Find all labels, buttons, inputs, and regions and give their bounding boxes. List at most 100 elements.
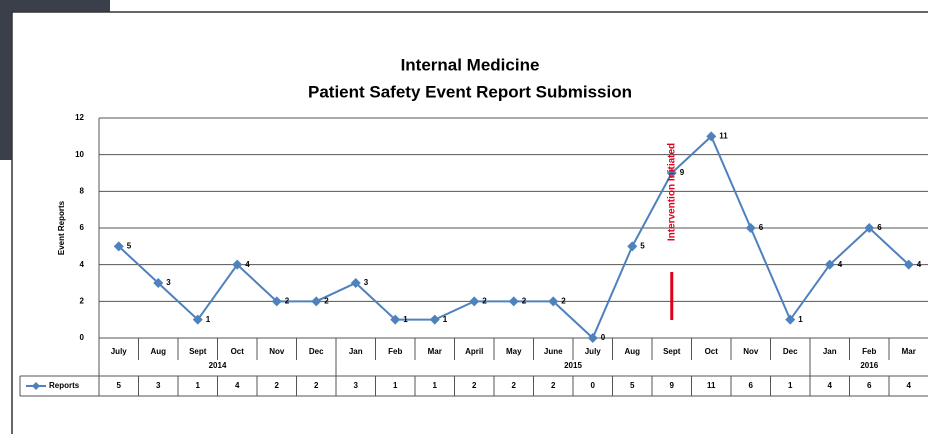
- group-label: 2015: [564, 361, 582, 370]
- x-tick-label: Sept: [663, 347, 681, 356]
- table-value: 1: [433, 381, 438, 390]
- data-label: 4: [838, 260, 843, 269]
- marker: [745, 223, 756, 233]
- x-tick-label: Nov: [743, 347, 759, 356]
- table-value: 3: [156, 381, 161, 390]
- marker: [153, 278, 164, 288]
- table-value: 1: [393, 381, 398, 390]
- table-value: 2: [472, 381, 477, 390]
- x-tick-label: Sept: [189, 347, 207, 356]
- marker: [271, 296, 282, 307]
- x-tick-label: July: [585, 347, 602, 356]
- panel: [11, 11, 928, 434]
- marker: [903, 259, 914, 270]
- table-value: 11: [707, 381, 716, 390]
- table-value: 5: [630, 381, 635, 390]
- legend-marker: [32, 382, 40, 390]
- chart-subtitle: Patient Safety Event Report Submission: [308, 82, 632, 101]
- marker: [113, 241, 124, 252]
- marker: [192, 314, 203, 325]
- y-tick-label: 12: [75, 113, 84, 122]
- data-label: 1: [443, 315, 448, 324]
- x-tick-label: Oct: [231, 347, 245, 356]
- data-label: 2: [285, 296, 290, 305]
- table-value: 6: [867, 381, 872, 390]
- y-tick-label: 4: [80, 260, 85, 269]
- data-label: 0: [601, 333, 606, 342]
- marker: [666, 168, 677, 178]
- data-label: 1: [798, 315, 803, 324]
- data-label: 4: [917, 260, 922, 269]
- data-label: 3: [364, 278, 369, 287]
- group-label: 2014: [209, 361, 227, 370]
- table-value: 9: [670, 381, 675, 390]
- table-value: 3: [354, 381, 359, 390]
- data-label: 9: [680, 168, 685, 177]
- marker: [390, 314, 401, 325]
- x-tick-label: Jan: [349, 347, 363, 356]
- data-label: 5: [640, 241, 645, 250]
- marker: [311, 296, 322, 307]
- marker: [627, 241, 638, 252]
- marker: [587, 333, 598, 343]
- x-tick-label: Aug: [624, 347, 640, 356]
- data-label: 2: [324, 296, 329, 305]
- table-value: 2: [275, 381, 280, 390]
- x-tick-label: Dec: [783, 347, 798, 356]
- x-tick-label: July: [111, 347, 128, 356]
- marker: [864, 223, 875, 233]
- table-value: 2: [512, 381, 517, 390]
- annotation: Intervention Initiated: [666, 143, 677, 241]
- table-value: 0: [591, 381, 596, 390]
- x-tick-label: Feb: [388, 347, 402, 356]
- x-tick-label: Oct: [705, 347, 719, 356]
- table-value: 1: [788, 381, 793, 390]
- marker: [469, 296, 480, 307]
- x-tick-label: Jan: [823, 347, 837, 356]
- data-label: 2: [561, 296, 566, 305]
- y-tick-label: 10: [75, 150, 84, 159]
- table-value: 6: [749, 381, 754, 390]
- data-label: 2: [522, 296, 527, 305]
- data-label: 6: [877, 223, 882, 232]
- data-label: 5: [127, 241, 132, 250]
- data-label: 2: [482, 296, 487, 305]
- marker: [785, 314, 796, 325]
- x-tick-label: May: [506, 347, 522, 356]
- marker: [508, 296, 519, 307]
- y-tick-label: 2: [80, 296, 85, 305]
- marker: [429, 314, 440, 325]
- x-tick-label: Mar: [428, 347, 442, 356]
- x-tick-label: Mar: [902, 347, 916, 356]
- data-label: 11: [719, 131, 728, 140]
- data-label: 1: [403, 315, 408, 324]
- marker: [350, 278, 361, 288]
- x-tick-label: April: [465, 347, 483, 356]
- y-axis-label: Event Reports: [57, 200, 66, 255]
- x-tick-label: Feb: [862, 347, 876, 356]
- table-value: 4: [235, 381, 240, 390]
- table-value: 4: [907, 381, 912, 390]
- table-value: 2: [551, 381, 556, 390]
- marker: [824, 259, 835, 270]
- y-tick-label: 6: [80, 223, 85, 232]
- y-tick-label: 0: [80, 333, 85, 342]
- table-value: 1: [196, 381, 201, 390]
- data-label: 1: [206, 315, 211, 324]
- legend-label: Reports: [49, 381, 80, 390]
- group-label: 2016: [860, 361, 878, 370]
- chart-title: Internal Medicine: [401, 55, 540, 74]
- x-tick-label: Dec: [309, 347, 324, 356]
- x-tick-label: June: [544, 347, 563, 356]
- marker: [232, 259, 243, 270]
- table-value: 2: [314, 381, 319, 390]
- data-label: 3: [166, 278, 171, 287]
- table-value: 4: [828, 381, 833, 390]
- table-value: 5: [117, 381, 122, 390]
- marker: [548, 296, 559, 307]
- x-tick-label: Aug: [150, 347, 166, 356]
- y-tick-label: 8: [80, 186, 85, 195]
- marker: [706, 131, 717, 142]
